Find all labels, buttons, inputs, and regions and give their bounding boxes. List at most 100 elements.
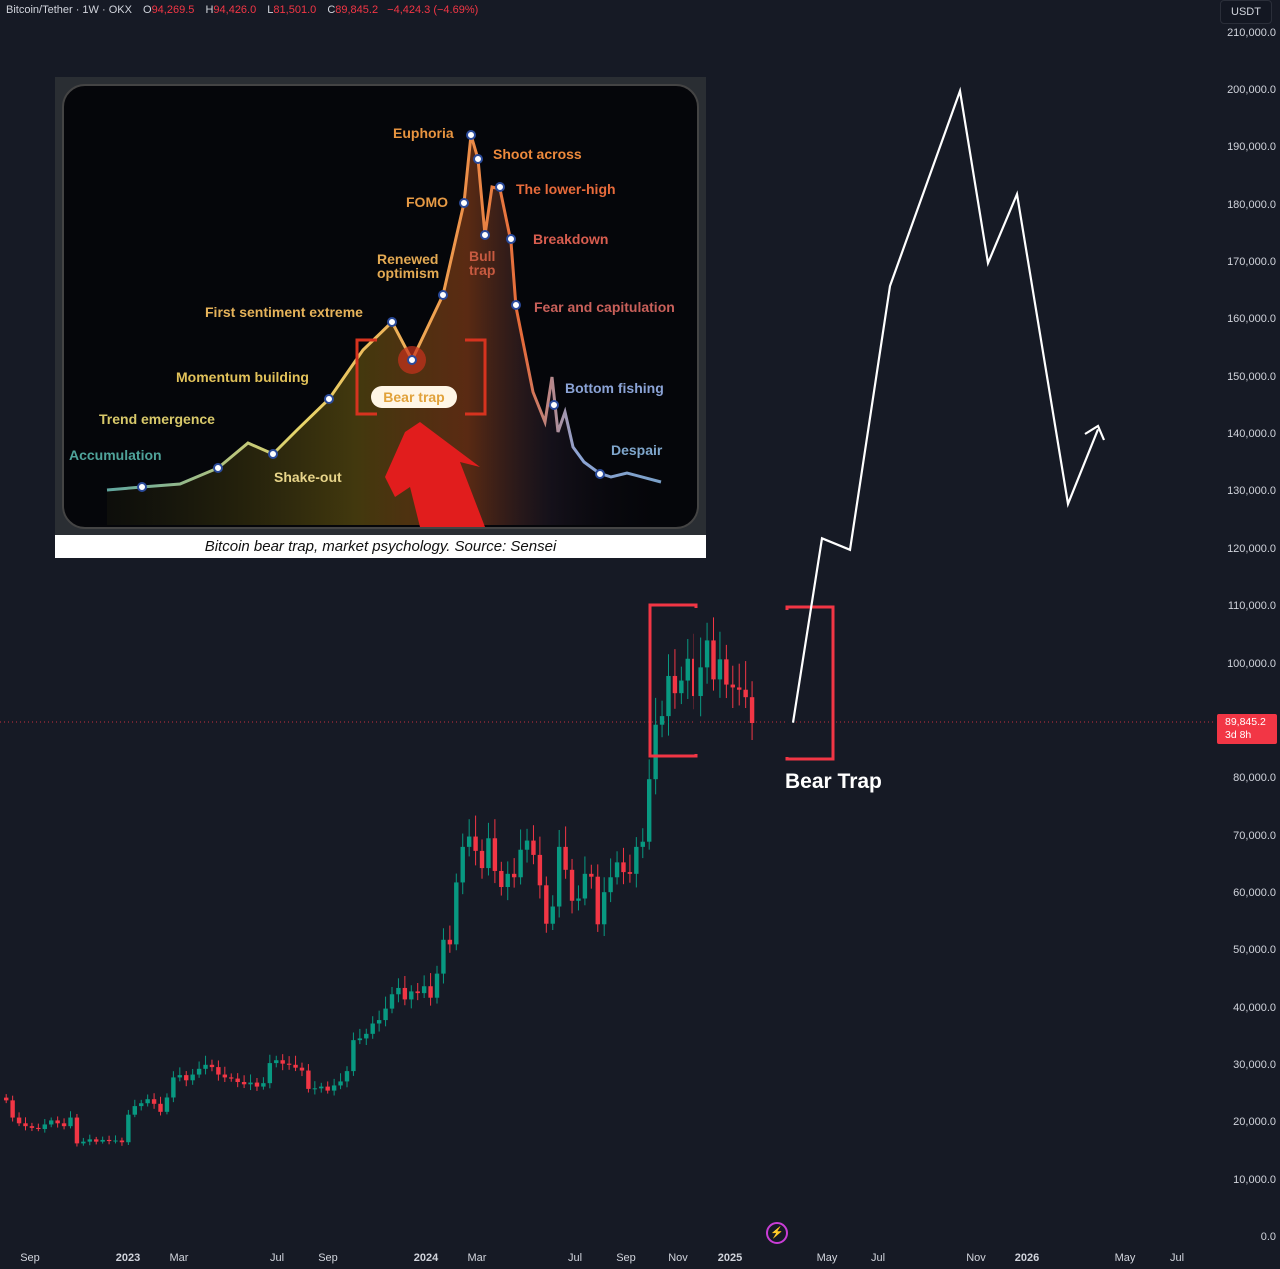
candle-body: [428, 986, 433, 998]
price-tick-label: 210,000.0: [1227, 26, 1276, 39]
time-tick-label: Sep: [318, 1252, 338, 1264]
symbol-title: Bitcoin/Tether · 1W · OKX: [6, 4, 132, 16]
time-tick-label: 2026: [1014, 1252, 1040, 1264]
candle-body: [235, 1078, 240, 1083]
candle-body: [737, 687, 742, 690]
candle-body: [666, 675, 671, 717]
price-tick-label: 140,000.0: [1227, 428, 1276, 441]
range-box-right: [785, 605, 835, 761]
high-label: H: [205, 4, 214, 16]
candle-body: [254, 1082, 260, 1087]
time-tick-label: 2023: [115, 1252, 141, 1264]
candle-body: [389, 994, 395, 1009]
candle-body: [286, 1063, 292, 1065]
candle-body: [518, 849, 523, 878]
time-tick-label: Jul: [1169, 1252, 1185, 1264]
price-tick-label: 80,000.0: [1233, 772, 1276, 785]
candle-body: [679, 680, 684, 694]
time-tick-label: Jul: [269, 1252, 285, 1264]
candle-body: [544, 885, 549, 924]
candles: [4, 617, 755, 1147]
low-value: 81,501.0: [273, 4, 317, 16]
candle-body: [344, 1071, 350, 1082]
candle-body: [698, 667, 703, 697]
candle-body: [479, 850, 485, 869]
time-tick-label: Jul: [567, 1252, 583, 1264]
label-despair: Despair: [611, 442, 663, 458]
label-fear-capitulation: Fear and capitulation: [534, 299, 675, 315]
price-tick-label: 110,000.0: [1227, 600, 1276, 613]
candle-body: [325, 1086, 330, 1091]
candle-body: [505, 873, 510, 888]
time-tick-label: 2025: [717, 1252, 743, 1264]
candle-body: [364, 1033, 369, 1039]
candle-body: [647, 779, 652, 842]
candle-body: [434, 973, 440, 998]
time-tick-label: Mar: [467, 1252, 487, 1264]
candle-body: [293, 1064, 298, 1068]
candle-body: [409, 991, 414, 1000]
time-tick-label: May: [1114, 1252, 1136, 1264]
price-tick-label: 0.0: [1260, 1231, 1276, 1243]
candle-body: [216, 1067, 221, 1075]
time-tick-label: Nov: [668, 1252, 688, 1264]
candle-body: [357, 1038, 363, 1041]
price-tick-label: 40,000.0: [1233, 1001, 1276, 1014]
candle-body: [743, 689, 748, 698]
lightning-icon[interactable]: ⚡: [766, 1222, 788, 1244]
candle-body: [338, 1081, 343, 1086]
candle-body: [640, 841, 645, 847]
candle-body: [68, 1117, 73, 1127]
candle-body: [460, 846, 465, 883]
bear-trap-pill: Bear trap: [371, 386, 457, 408]
candle-body: [672, 675, 678, 694]
psychology-chart-image: Accumulation Trend emergence Shake-out M…: [55, 77, 706, 535]
time-tick-label: Mar: [169, 1252, 189, 1264]
currency-selector[interactable]: USDT: [1220, 0, 1272, 24]
bear-trap-annotation: Bear Trap: [785, 770, 882, 793]
psychology-curve-graphic: [62, 84, 699, 529]
label-momentum-building: Momentum building: [176, 369, 309, 385]
time-tick-label: Nov: [966, 1252, 986, 1264]
label-trend-emergence: Trend emergence: [99, 411, 215, 427]
candle-body: [203, 1064, 208, 1069]
candle-body: [229, 1077, 234, 1079]
candle-body: [524, 840, 530, 850]
last-price-tag: 89,845.2 3d 8h: [1217, 714, 1277, 744]
candle-body: [454, 882, 459, 945]
price-tick-label: 60,000.0: [1233, 886, 1276, 899]
candle-body: [132, 1106, 137, 1115]
candle-body: [10, 1100, 15, 1118]
candle-body: [248, 1082, 253, 1085]
candle-body: [466, 836, 472, 847]
close-value: 89,845.2: [335, 4, 379, 16]
price-tick-label: 30,000.0: [1233, 1058, 1276, 1071]
label-shake-out: Shake-out: [274, 469, 342, 485]
candle-body: [685, 658, 690, 681]
label-euphoria: Euphoria: [393, 125, 454, 141]
label-first-sentiment-extreme: First sentiment extreme: [205, 304, 363, 320]
price-tick-label: 10,000.0: [1233, 1173, 1276, 1186]
candle-body: [74, 1117, 80, 1144]
candle-body: [724, 659, 729, 685]
candle-body: [81, 1141, 86, 1144]
candle-body: [621, 862, 626, 873]
candle-body: [119, 1140, 125, 1143]
red-arrow: [385, 422, 485, 527]
candle-body: [241, 1082, 247, 1085]
time-tick-label: 2024: [413, 1252, 439, 1264]
candle-body: [139, 1103, 144, 1107]
candle-body: [42, 1124, 47, 1130]
candle-body: [23, 1123, 28, 1127]
label-accumulation: Accumulation: [69, 447, 162, 463]
candle-body: [749, 697, 755, 723]
candle-body: [370, 1023, 375, 1034]
candle-body: [717, 659, 723, 680]
candle-body: [486, 838, 491, 869]
candle-body: [653, 724, 658, 780]
label-bottom-fishing: Bottom fishing: [565, 380, 664, 396]
candle-body: [126, 1114, 131, 1143]
candle-body: [730, 684, 735, 688]
time-tick-label: Sep: [616, 1252, 636, 1264]
